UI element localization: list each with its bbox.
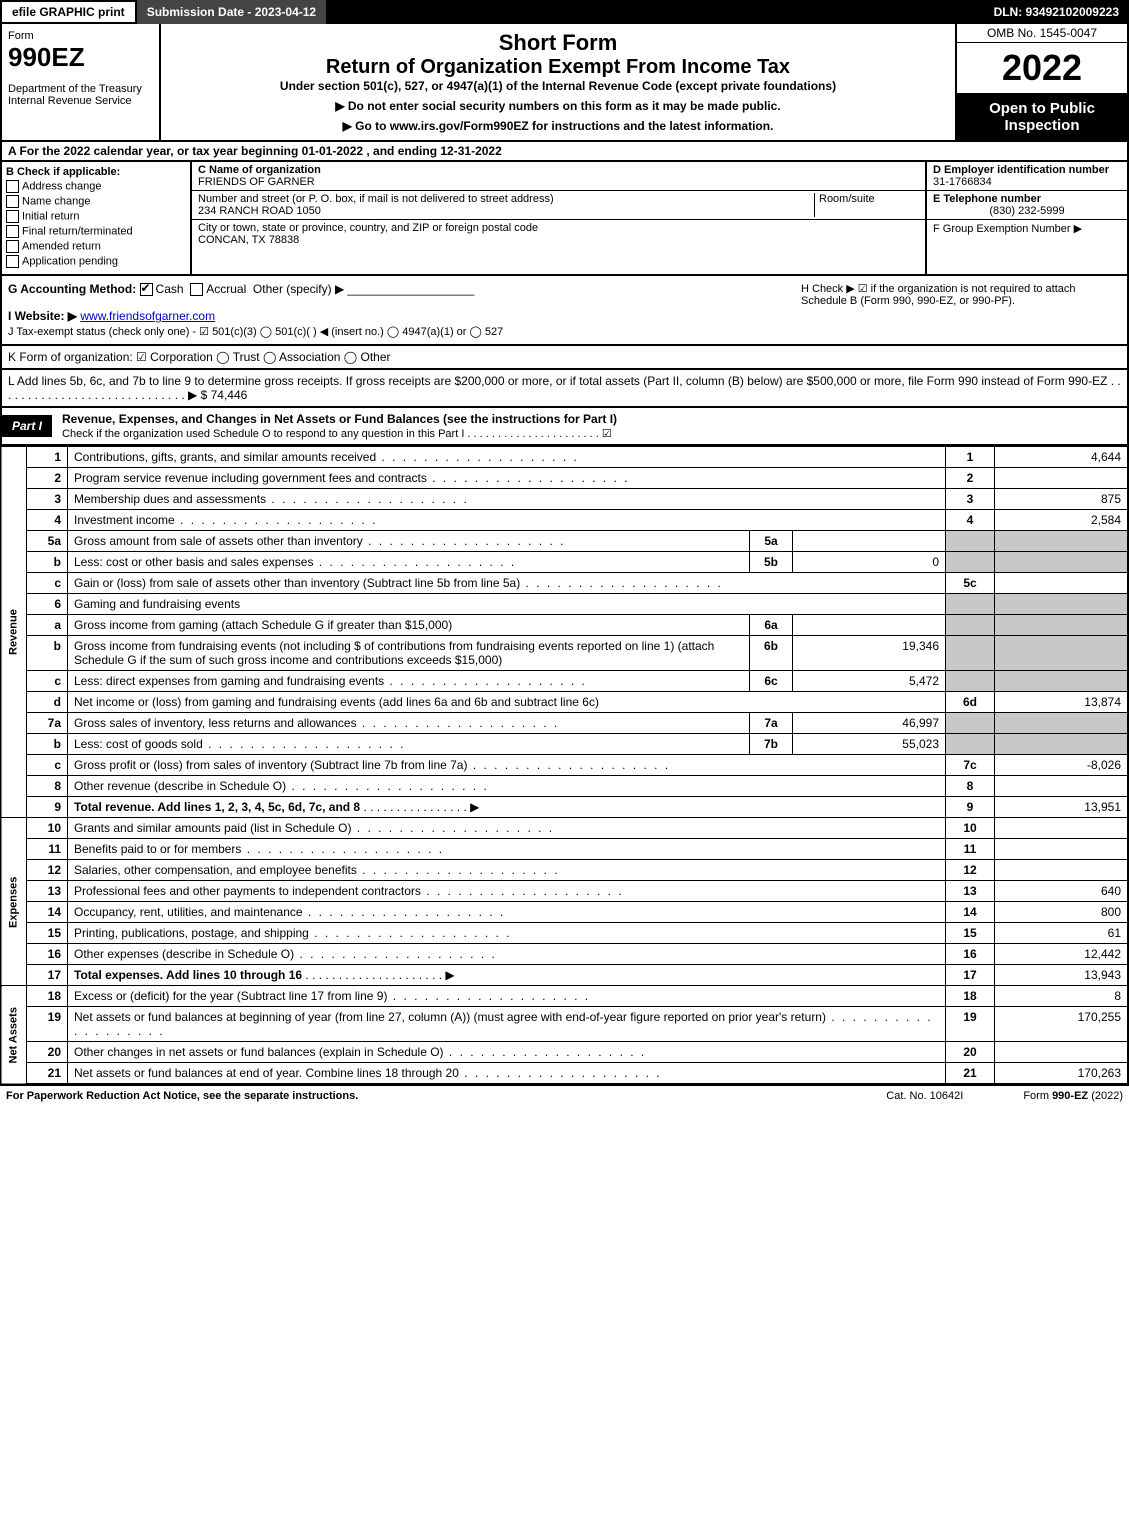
line-13: 13 Professional fees and other payments … bbox=[1, 881, 1128, 902]
goto-link[interactable]: ▶ Go to www.irs.gov/Form990EZ for instru… bbox=[167, 119, 949, 133]
accrual-label: Accrual bbox=[206, 282, 246, 296]
netassets-side-label: Net Assets bbox=[1, 986, 27, 1085]
other-method-label: Other (specify) ▶ bbox=[253, 282, 344, 296]
part1-badge: Part I bbox=[2, 415, 52, 437]
line-6d: d Net income or (loss) from gaming and f… bbox=[1, 692, 1128, 713]
chk-amended-return[interactable]: Amended return bbox=[6, 240, 186, 253]
cash-label: Cash bbox=[156, 282, 184, 296]
line-9: 9 Total revenue. Add lines 1, 2, 3, 4, 5… bbox=[1, 797, 1128, 818]
chk-accrual[interactable] bbox=[190, 283, 203, 296]
phone-label: E Telephone number bbox=[933, 193, 1041, 205]
submission-date: Submission Date - 2023-04-12 bbox=[137, 0, 326, 24]
efile-print-link[interactable]: efile GRAPHIC print bbox=[0, 0, 137, 24]
revenue-side-label: Revenue bbox=[1, 447, 27, 818]
form-subtitle: Under section 501(c), 527, or 4947(a)(1)… bbox=[167, 79, 949, 93]
part1-table: Revenue 1 Contributions, gifts, grants, … bbox=[0, 446, 1129, 1085]
footer-left: For Paperwork Reduction Act Notice, see … bbox=[6, 1090, 358, 1102]
chk-final-return[interactable]: Final return/terminated bbox=[6, 225, 186, 238]
form-title-block: Short Form Return of Organization Exempt… bbox=[161, 24, 955, 140]
line-3: 3 Membership dues and assessments 3 875 bbox=[1, 489, 1128, 510]
info-block: B Check if applicable: Address change Na… bbox=[0, 162, 1129, 276]
org-name: FRIENDS OF GARNER bbox=[198, 176, 315, 188]
website-label: I Website: ▶ bbox=[8, 309, 77, 323]
line-2: 2 Program service revenue including gove… bbox=[1, 468, 1128, 489]
omb-number: OMB No. 1545-0047 bbox=[957, 24, 1127, 43]
website-link[interactable]: www.friendsofgarner.com bbox=[80, 309, 215, 323]
line-10: Expenses 10 Grants and similar amounts p… bbox=[1, 818, 1128, 839]
accounting-label: G Accounting Method: bbox=[8, 282, 136, 296]
ssn-warning: ▶ Do not enter social security numbers o… bbox=[167, 99, 949, 113]
ein: 31-1766834 bbox=[933, 176, 992, 188]
ein-label: D Employer identification number bbox=[933, 164, 1109, 176]
line-7a: 7a Gross sales of inventory, less return… bbox=[1, 713, 1128, 734]
line-14: 14 Occupancy, rent, utilities, and maint… bbox=[1, 902, 1128, 923]
top-bar: efile GRAPHIC print Submission Date - 20… bbox=[0, 0, 1129, 24]
line-16: 16 Other expenses (describe in Schedule … bbox=[1, 944, 1128, 965]
part1-header: Part I Revenue, Expenses, and Changes in… bbox=[0, 408, 1129, 446]
section-l: L Add lines 5b, 6c, and 7b to line 9 to … bbox=[0, 370, 1129, 408]
room-suite-label: Room/suite bbox=[814, 193, 919, 217]
tax-year: 2022 bbox=[957, 43, 1127, 94]
phone: (830) 232-5999 bbox=[933, 205, 1121, 217]
open-public-badge: Open to Public Inspection bbox=[957, 94, 1127, 140]
section-b-label: B Check if applicable: bbox=[6, 166, 186, 178]
chk-application-pending[interactable]: Application pending bbox=[6, 255, 186, 268]
footer-cat: Cat. No. 10642I bbox=[886, 1090, 963, 1102]
line-19: 19 Net assets or fund balances at beginn… bbox=[1, 1007, 1128, 1042]
line-11: 11 Benefits paid to or for members 11 bbox=[1, 839, 1128, 860]
line-6: 6 Gaming and fundraising events bbox=[1, 594, 1128, 615]
line-7c: c Gross profit or (loss) from sales of i… bbox=[1, 755, 1128, 776]
city: CONCAN, TX 78838 bbox=[198, 234, 299, 246]
line-15: 15 Printing, publications, postage, and … bbox=[1, 923, 1128, 944]
line-5c: c Gain or (loss) from sale of assets oth… bbox=[1, 573, 1128, 594]
part1-title: Revenue, Expenses, and Changes in Net As… bbox=[62, 412, 617, 426]
footer: For Paperwork Reduction Act Notice, see … bbox=[0, 1085, 1129, 1106]
line-21: 21 Net assets or fund balances at end of… bbox=[1, 1063, 1128, 1085]
chk-cash[interactable] bbox=[140, 283, 153, 296]
chk-name-change[interactable]: Name change bbox=[6, 195, 186, 208]
section-b: B Check if applicable: Address change Na… bbox=[2, 162, 192, 274]
line-18: Net Assets 18 Excess or (deficit) for th… bbox=[1, 986, 1128, 1007]
line-4: 4 Investment income 4 2,584 bbox=[1, 510, 1128, 531]
line-12: 12 Salaries, other compensation, and emp… bbox=[1, 860, 1128, 881]
street: 234 RANCH ROAD 1050 bbox=[198, 205, 321, 217]
expenses-side-label: Expenses bbox=[1, 818, 27, 986]
short-form-label: Short Form bbox=[167, 30, 949, 56]
part1-subtitle: Check if the organization used Schedule … bbox=[62, 428, 612, 440]
street-label: Number and street (or P. O. box, if mail… bbox=[198, 193, 554, 205]
form-label: Form bbox=[8, 30, 153, 42]
line-8: 8 Other revenue (describe in Schedule O)… bbox=[1, 776, 1128, 797]
line-6b: b Gross income from fundraising events (… bbox=[1, 636, 1128, 671]
form-id-block: Form 990EZ Department of the Treasury In… bbox=[2, 24, 161, 140]
chk-address-change[interactable]: Address change bbox=[6, 180, 186, 193]
section-c: C Name of organization FRIENDS OF GARNER… bbox=[192, 162, 925, 274]
footer-right: Form 990-EZ (2022) bbox=[1023, 1090, 1123, 1102]
group-exemption: F Group Exemption Number ▶ bbox=[927, 220, 1127, 237]
line-20: 20 Other changes in net assets or fund b… bbox=[1, 1042, 1128, 1063]
section-h: H Check ▶ ☑ if the organization is not r… bbox=[801, 282, 1121, 307]
form-right-block: OMB No. 1545-0047 2022 Open to Public In… bbox=[955, 24, 1127, 140]
department-label: Department of the Treasury Internal Reve… bbox=[8, 83, 153, 107]
line-17: 17 Total expenses. Add lines 10 through … bbox=[1, 965, 1128, 986]
dln: DLN: 93492102009223 bbox=[984, 0, 1129, 24]
section-a: A For the 2022 calendar year, or tax yea… bbox=[0, 142, 1129, 162]
line-5a: 5a Gross amount from sale of assets othe… bbox=[1, 531, 1128, 552]
form-header: Form 990EZ Department of the Treasury In… bbox=[0, 24, 1129, 142]
section-k: K Form of organization: ☑ Corporation ◯ … bbox=[0, 346, 1129, 370]
line-6c: c Less: direct expenses from gaming and … bbox=[1, 671, 1128, 692]
line-6a: a Gross income from gaming (attach Sched… bbox=[1, 615, 1128, 636]
form-title: Return of Organization Exempt From Incom… bbox=[167, 56, 949, 79]
section-j: J Tax-exempt status (check only one) - ☑… bbox=[8, 325, 1121, 338]
chk-initial-return[interactable]: Initial return bbox=[6, 210, 186, 223]
form-number: 990EZ bbox=[8, 42, 153, 73]
section-def: D Employer identification number 31-1766… bbox=[925, 162, 1127, 274]
mid-block: G Accounting Method: Cash Accrual Other … bbox=[0, 276, 1129, 346]
line-7b: b Less: cost of goods sold 7b 55,023 bbox=[1, 734, 1128, 755]
line-5b: b Less: cost or other basis and sales ex… bbox=[1, 552, 1128, 573]
city-label: City or town, state or province, country… bbox=[198, 222, 538, 234]
org-name-label: C Name of organization bbox=[198, 164, 321, 176]
line-1: Revenue 1 Contributions, gifts, grants, … bbox=[1, 447, 1128, 468]
